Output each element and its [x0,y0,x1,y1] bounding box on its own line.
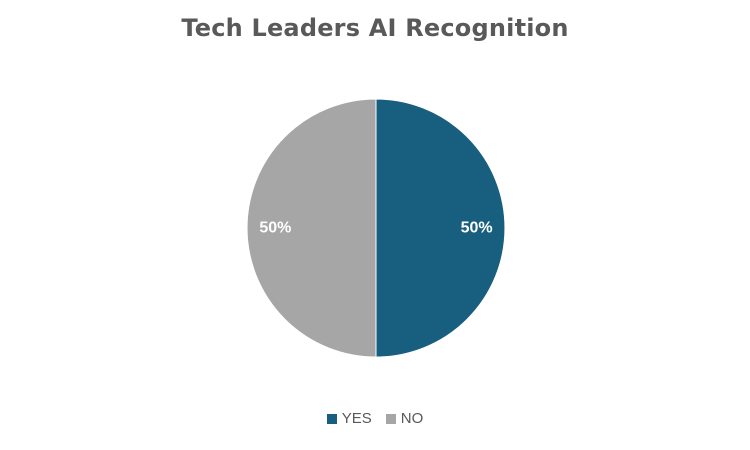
legend-label-yes: YES [341,410,372,427]
data-label-yes: 50% [461,220,493,237]
legend-label-no: NO [400,410,424,427]
legend-item-no[interactable]: NO [385,410,424,427]
legend-swatch-no [385,413,396,424]
chart-legend: YES NO [0,410,750,427]
legend-swatch-yes [326,413,337,424]
pie-slice-no[interactable] [246,98,377,358]
legend-item-yes[interactable]: YES [326,410,372,427]
chart-title: Tech Leaders AI Recognition [181,14,569,42]
pie-slice-yes[interactable] [375,98,506,358]
data-label-no: 50% [259,220,291,237]
